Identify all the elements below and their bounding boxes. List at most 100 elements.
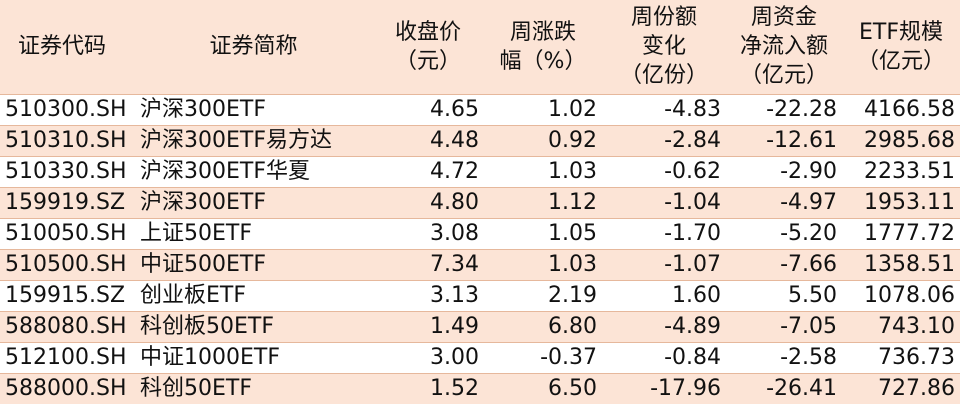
- cell-net-inflow: -4.97: [726, 186, 842, 218]
- header-close-price: 收盘价 （元）: [372, 0, 484, 94]
- header-close-price-line: （元）: [394, 48, 461, 74]
- header-weekly-change: 周涨跌幅（%）: [484, 0, 602, 94]
- cell-close-price: 4.80: [372, 186, 484, 218]
- cell-name: 创业板ETF: [135, 279, 372, 311]
- cell-share-change: -17.96: [602, 372, 726, 404]
- cell-name: 上证50ETF: [135, 217, 372, 249]
- cell-code: 510500.SH: [0, 248, 135, 280]
- cell-share-change: -4.83: [602, 93, 726, 125]
- header-etf-size-line: ETF规模: [859, 19, 943, 45]
- cell-name: 中证1000ETF: [135, 341, 372, 373]
- header-close-price-line: 收盘价: [394, 19, 461, 45]
- header-etf-size: ETF规模 （亿元）: [842, 0, 960, 94]
- cell-code: 510330.SH: [0, 155, 135, 187]
- cell-share-change: -0.84: [602, 341, 726, 373]
- cell-net-inflow: -22.28: [726, 93, 842, 125]
- cell-code: 510310.SH: [0, 124, 135, 156]
- cell-etf-size: 2233.51: [842, 155, 960, 187]
- cell-net-inflow: -5.20: [726, 217, 842, 249]
- cell-net-inflow: -2.58: [726, 341, 842, 373]
- header-share-change: 周份额变化 （亿份）: [602, 0, 726, 94]
- cell-net-inflow: -2.90: [726, 155, 842, 187]
- cell-weekly-change: 1.12: [484, 186, 602, 218]
- header-net-inflow-line: 净流入额: [739, 34, 828, 60]
- cell-weekly-change: -0.37: [484, 341, 602, 373]
- cell-share-change: -4.89: [602, 310, 726, 342]
- cell-close-price: 4.72: [372, 155, 484, 187]
- cell-etf-size: 743.10: [842, 310, 960, 342]
- table-row: 159915.SZ 创业板ETF 3.13 2.19 1.60 5.50 1078.06: [0, 279, 960, 311]
- cell-code: 510050.SH: [0, 217, 135, 249]
- cell-name: 科创50ETF: [135, 372, 372, 404]
- header-row: 证券代码 证券简称 收盘价 （元） 周涨跌幅（%） 周份额变化 （亿份） 周资金净流入额 （亿元…: [0, 0, 960, 94]
- cell-etf-size: 727.86: [842, 372, 960, 404]
- cell-close-price: 4.48: [372, 124, 484, 156]
- cell-net-inflow: -7.05: [726, 310, 842, 342]
- header-share-change-line: 变化: [641, 34, 686, 60]
- header-name-line: 证券简称: [209, 34, 298, 60]
- table-row: 510310.SH 沪深300ETF易方达 4.48 0.92 -2.84 -12.61 2…: [0, 124, 960, 156]
- header-etf-size-line: （亿元）: [856, 48, 945, 74]
- header-name: 证券简称: [135, 0, 372, 94]
- table-body: 510300.SH 沪深300ETF 4.65 1.02 -4.83 -22.28 4166…: [0, 93, 960, 404]
- cell-code: 588080.SH: [0, 310, 135, 342]
- header-share-change-line: 周份额: [630, 5, 697, 31]
- cell-weekly-change: 1.05: [484, 217, 602, 249]
- header-net-inflow-line: 周资金: [750, 5, 817, 31]
- table-row: 159919.SZ 沪深300ETF 4.80 1.12 -1.04 -4.97 1953.…: [0, 186, 960, 218]
- cell-close-price: 7.34: [372, 248, 484, 280]
- cell-weekly-change: 6.50: [484, 372, 602, 404]
- cell-close-price: 3.13: [372, 279, 484, 311]
- cell-code: 588000.SH: [0, 372, 135, 404]
- cell-weekly-change: 1.02: [484, 93, 602, 125]
- cell-etf-size: 1078.06: [842, 279, 960, 311]
- header-code: 证券代码: [0, 0, 135, 94]
- cell-etf-size: 1777.72: [842, 217, 960, 249]
- header-net-inflow: 周资金净流入额 （亿元）: [726, 0, 842, 94]
- cell-share-change: 1.60: [602, 279, 726, 311]
- cell-share-change: -1.70: [602, 217, 726, 249]
- cell-etf-size: 736.73: [842, 341, 960, 373]
- cell-code: 159919.SZ: [0, 186, 135, 218]
- header-code-line: 证券代码: [18, 34, 107, 60]
- cell-share-change: -2.84: [602, 124, 726, 156]
- cell-net-inflow: 5.50: [726, 279, 842, 311]
- cell-etf-size: 1358.51: [842, 248, 960, 280]
- header-weekly-change-line: 周涨跌: [509, 19, 576, 45]
- cell-name: 科创板50ETF: [135, 310, 372, 342]
- cell-name: 中证500ETF: [135, 248, 372, 280]
- table-row: 510300.SH 沪深300ETF 4.65 1.02 -4.83 -22.28 4166…: [0, 93, 960, 125]
- cell-weekly-change: 0.92: [484, 124, 602, 156]
- cell-weekly-change: 2.19: [484, 279, 602, 311]
- table-row: 510050.SH 上证50ETF 3.08 1.05 -1.70 -5.20 1777.7…: [0, 217, 960, 249]
- table-row: 510500.SH 中证500ETF 7.34 1.03 -1.07 -7.66 1358.…: [0, 248, 960, 280]
- cell-code: 512100.SH: [0, 341, 135, 373]
- cell-etf-size: 4166.58: [842, 93, 960, 125]
- header-share-change-line: （亿份）: [619, 63, 708, 89]
- cell-name: 沪深300ETF: [135, 186, 372, 218]
- table-header: 证券代码 证券简称 收盘价 （元） 周涨跌幅（%） 周份额变化 （亿份） 周资金净流入额 （亿元…: [0, 0, 960, 94]
- cell-share-change: -1.07: [602, 248, 726, 280]
- cell-close-price: 3.08: [372, 217, 484, 249]
- cell-close-price: 3.00: [372, 341, 484, 373]
- cell-weekly-change: 1.03: [484, 155, 602, 187]
- cell-code: 159915.SZ: [0, 279, 135, 311]
- table-row: 588000.SH 科创50ETF 1.52 6.50 -17.96 -26.41 727.…: [0, 372, 960, 404]
- cell-name: 沪深300ETF易方达: [135, 124, 372, 156]
- table-row: 588080.SH 科创板50ETF 1.49 6.80 -4.89 -7.05 743.1…: [0, 310, 960, 342]
- cell-close-price: 1.52: [372, 372, 484, 404]
- header-weekly-change-line: 幅（%）: [499, 48, 587, 74]
- cell-etf-size: 1953.11: [842, 186, 960, 218]
- cell-close-price: 1.49: [372, 310, 484, 342]
- cell-net-inflow: -12.61: [726, 124, 842, 156]
- cell-share-change: -1.04: [602, 186, 726, 218]
- cell-name: 沪深300ETF: [135, 93, 372, 125]
- header-net-inflow-line: （亿元）: [739, 63, 828, 89]
- cell-net-inflow: -26.41: [726, 372, 842, 404]
- cell-net-inflow: -7.66: [726, 248, 842, 280]
- cell-name: 沪深300ETF华夏: [135, 155, 372, 187]
- cell-close-price: 4.65: [372, 93, 484, 125]
- cell-weekly-change: 6.80: [484, 310, 602, 342]
- cell-etf-size: 2985.68: [842, 124, 960, 156]
